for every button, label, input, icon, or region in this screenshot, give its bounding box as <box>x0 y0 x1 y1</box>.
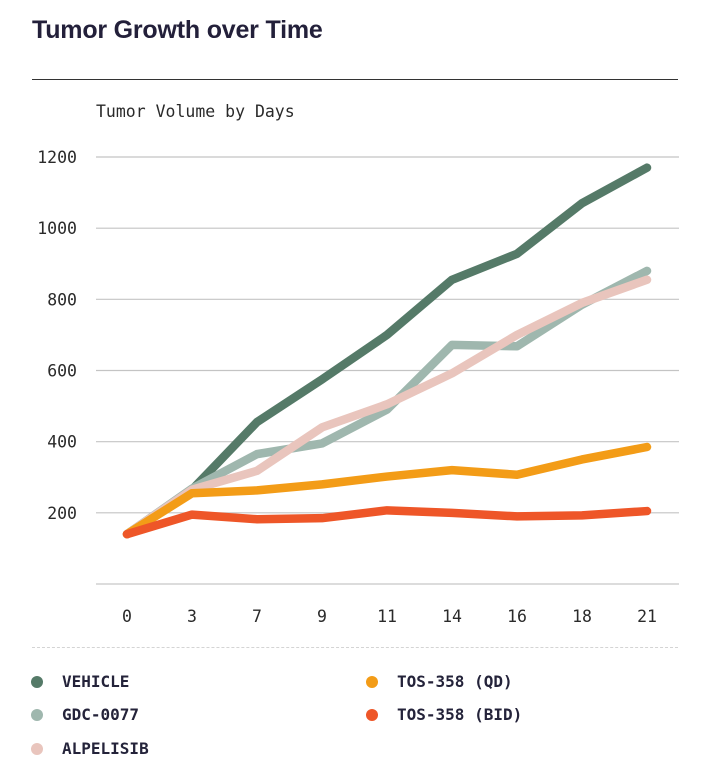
series-lines <box>122 163 652 539</box>
legend-divider <box>32 647 678 648</box>
series-line-tos-358-qd <box>122 442 652 539</box>
y-tick-label: 800 <box>47 290 77 309</box>
x-tick-label: 18 <box>572 607 592 626</box>
title-divider <box>32 79 678 80</box>
legend-label: TOS-358 (BID) <box>397 705 523 724</box>
legend-item-tos-358-qd[interactable]: TOS-358 (QD) <box>366 672 513 691</box>
y-tick-label: 200 <box>47 504 77 523</box>
legend-label: VEHICLE <box>62 672 130 691</box>
x-tick-label: 0 <box>122 607 132 626</box>
legend-item-vehicle[interactable]: VEHICLE <box>31 672 129 691</box>
legend-label: GDC-0077 <box>62 705 140 724</box>
series-line-tos-358-bid <box>122 506 652 539</box>
legend-label: ALPELISIB <box>62 739 149 758</box>
series-line-gdc-0077 <box>122 266 652 539</box>
y-tick-label: 1200 <box>37 148 77 167</box>
x-tick-label: 11 <box>377 607 397 626</box>
chart-title: Tumor Volume by Days <box>96 102 295 121</box>
legend-swatch <box>31 742 43 755</box>
x-tick-label: 14 <box>442 607 462 626</box>
y-tick-label: 400 <box>47 433 77 452</box>
x-tick-label: 9 <box>317 607 327 626</box>
series-line-vehicle <box>122 163 652 539</box>
legend-label: TOS-358 (QD) <box>397 672 513 691</box>
legend-item-gdc-0077[interactable]: GDC-0077 <box>31 705 139 724</box>
legend-swatch <box>366 708 378 721</box>
legend-item-tos-358-bid[interactable]: TOS-358 (BID) <box>366 705 522 724</box>
x-tick-label: 7 <box>252 607 262 626</box>
line-chart: 200 400 600 800 1000 1200 0 3 7 9 11 14 16 18 21 Tumor… <box>37 102 679 626</box>
page-title: Tumor Growth over Time <box>32 16 323 44</box>
y-tick-label: 1000 <box>37 219 77 238</box>
axis-labels: 200 400 600 800 1000 1200 0 3 7 9 11 14 16 18 21 <box>37 148 657 626</box>
legend-swatch <box>31 708 43 721</box>
x-tick-label: 3 <box>187 607 197 626</box>
series-line-alpelisib <box>122 275 652 539</box>
x-tick-label: 21 <box>637 607 657 626</box>
legend-swatch <box>31 675 43 688</box>
y-tick-label: 600 <box>47 362 77 381</box>
x-tick-label: 16 <box>507 607 527 626</box>
legend-item-alpelisib[interactable]: ALPELISIB <box>31 739 149 758</box>
legend-swatch <box>366 675 378 688</box>
